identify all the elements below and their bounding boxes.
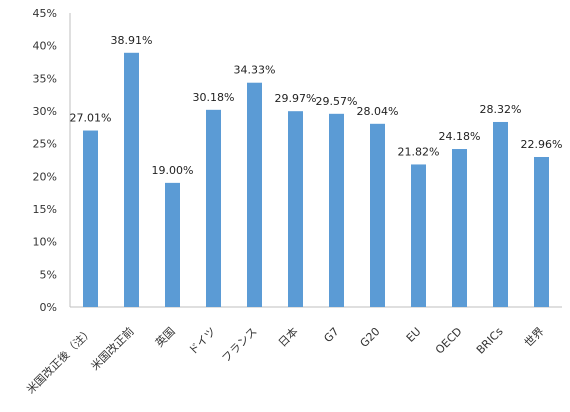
data-label: 29.57% <box>316 95 358 108</box>
x-tick-label: 米国改正後（注） <box>23 324 95 396</box>
data-label: 34.33% <box>234 64 276 77</box>
bar <box>370 123 385 308</box>
data-label: 29.97% <box>275 92 317 105</box>
y-tick-label: 10% <box>33 236 57 249</box>
bar <box>493 121 508 307</box>
x-tick-label: 英国 <box>152 324 177 349</box>
x-tick-label: 米国改正前 <box>88 324 137 373</box>
bar <box>165 182 180 307</box>
y-tick-label: 5% <box>40 268 57 281</box>
x-tick-label: フランス <box>219 325 259 365</box>
data-label: 24.18% <box>439 130 481 143</box>
x-axis: 米国改正後（注）米国改正前 英国 ドイツ フランス 日本 G7 G20 EU OECD BRICs… <box>23 324 546 396</box>
y-tick-label: 15% <box>33 203 57 216</box>
bar <box>534 156 549 307</box>
x-tick-label: BRICs <box>474 325 506 357</box>
bar <box>288 111 303 307</box>
x-tick-label: G20 <box>357 325 382 350</box>
data-label: 28.04% <box>357 105 399 118</box>
data-label: 38.91% <box>111 34 153 47</box>
bar <box>452 149 467 307</box>
x-tick-label: OECD <box>433 325 465 357</box>
y-tick-label: 45% <box>33 7 57 20</box>
y-tick-label: 40% <box>33 40 57 53</box>
y-tick-label: 30% <box>33 105 57 118</box>
data-labels-group: 27.01% 38.91% 19.00% 30.18% 34.33% 29.97% 29.5… <box>70 34 563 177</box>
bar <box>206 109 221 307</box>
y-tick-label: 0% <box>40 301 57 314</box>
x-tick-label: EU <box>404 325 424 345</box>
bar <box>411 164 426 307</box>
data-label: 27.01% <box>70 112 112 125</box>
bar <box>124 52 139 308</box>
bars-group <box>83 52 549 308</box>
y-tick-label: 35% <box>33 72 57 85</box>
bar <box>329 113 344 308</box>
bar <box>83 130 98 307</box>
y-axis: 0% 5% 10% 15% 20% 25% 30% 35% 40% 45% <box>33 7 562 314</box>
data-label: 22.96% <box>521 138 563 151</box>
data-label: 28.32% <box>480 103 522 116</box>
x-tick-label: ドイツ <box>186 325 219 358</box>
data-label: 21.82% <box>398 145 440 158</box>
y-tick-label: 25% <box>33 138 57 151</box>
y-tick-label: 20% <box>33 170 57 183</box>
bar <box>247 82 262 307</box>
x-tick-label: G7 <box>321 325 341 345</box>
data-label: 19.00% <box>152 164 194 177</box>
x-tick-label: 世界 <box>522 325 547 350</box>
data-label: 30.18% <box>193 91 235 104</box>
x-tick-label: 日本 <box>275 324 300 349</box>
